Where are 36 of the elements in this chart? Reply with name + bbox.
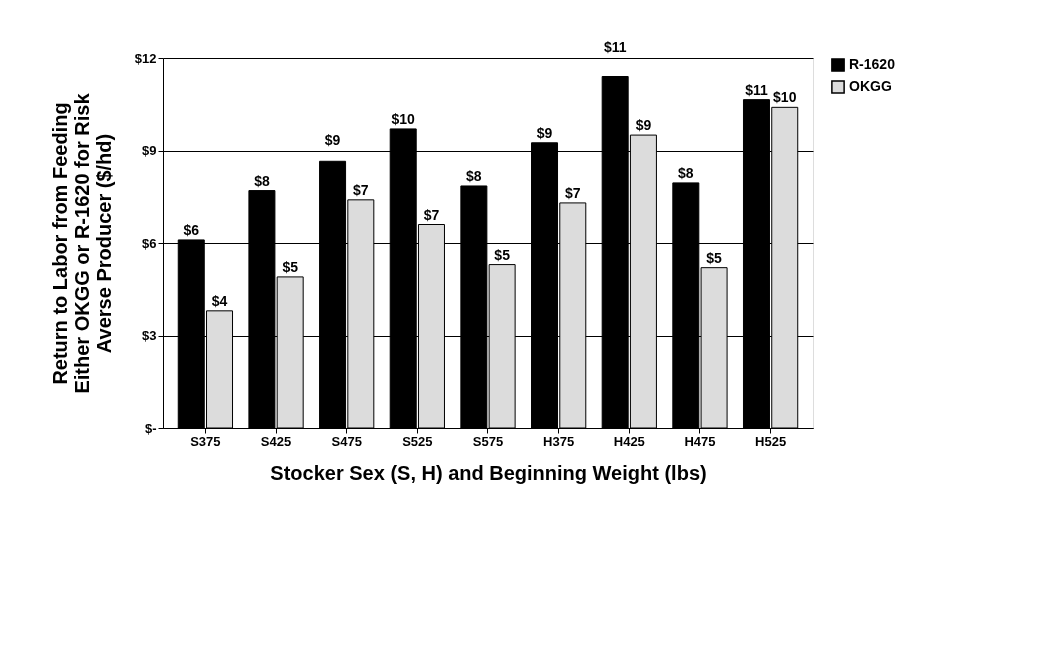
data-label: $9 [536,124,553,141]
data-label: $7 [423,206,440,223]
data-label: $7 [353,181,369,198]
y-tick-label: $9 [142,143,157,158]
x-tick-label: S475 [331,433,362,449]
data-label: $5 [494,246,511,263]
legend-label: R-1620 [849,56,896,72]
data-label: $8 [466,167,482,184]
x-tick-label: S525 [402,433,433,449]
data-label: $8 [678,164,694,181]
data-label: $11 [603,39,627,55]
x-tick-label: H425 [613,433,645,449]
data-label: $10 [773,89,797,106]
y-tick-label: $3 [142,328,157,343]
legend-label: OKGG [849,78,892,94]
data-label: $7 [564,184,581,201]
data-label: $10 [391,110,416,127]
x-tick-label: H525 [755,433,787,449]
x-tick-label: H375 [543,433,575,449]
x-tick-label: S575 [472,433,504,449]
x-tick-label: H475 [684,433,716,449]
data-label: $6 [183,221,200,238]
data-label: $8 [254,172,270,189]
x-axis-title: Stocker Sex (S, H) and Beginning Weight (lbs) [270,461,707,484]
y-axis-title: Return to Labor from Feeding Either OKGG or R-1620 for Risk Averse Producer ($/hd) [48,92,115,394]
data-label: $11 [745,81,768,98]
x-tick-label: S425 [260,433,292,449]
y-tick-label: $6 [142,235,157,251]
y-tick-label: $12 [134,50,157,66]
y-tick-label: $- [144,420,157,436]
x-tick-label: S375 [190,433,221,449]
data-label: $4 [211,292,228,309]
data-label: $5 [706,249,723,266]
data-label: $5 [282,258,299,275]
data-label: $9 [635,117,652,134]
data-label: $9 [324,131,341,148]
